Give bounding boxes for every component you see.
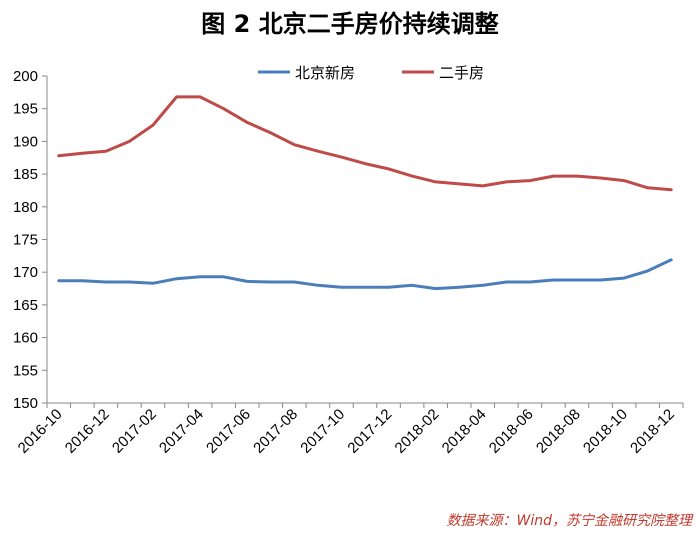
x-tick-label: 2017-06 <box>203 406 254 457</box>
x-tick-label: 2016-10 <box>15 406 66 457</box>
x-tick-label: 2018-04 <box>439 406 490 457</box>
x-axis-ticks: 2016-102016-122017-022017-042017-062017-… <box>15 403 684 457</box>
y-tick-label: 160 <box>13 330 38 347</box>
x-tick-label: 2017-02 <box>109 406 160 457</box>
y-tick-label: 180 <box>13 199 38 216</box>
x-tick-label: 2017-12 <box>344 406 395 457</box>
x-tick-label: 2018-10 <box>580 406 631 457</box>
y-tick-label: 170 <box>13 264 38 281</box>
x-tick-label: 2017-08 <box>250 406 301 457</box>
y-tick-label: 155 <box>13 362 38 379</box>
x-tick-label: 2017-04 <box>156 406 207 457</box>
x-tick-label: 2017-10 <box>297 406 348 457</box>
legend-label-2: 二手房 <box>439 64 484 82</box>
y-tick-label: 190 <box>13 133 38 150</box>
x-tick-label: 2018-06 <box>486 406 537 457</box>
source-note: 数据来源：Wind，苏宁金融研究院整理 <box>446 513 693 529</box>
x-tick-label: 2018-02 <box>392 406 443 457</box>
series-line-2 <box>57 95 673 192</box>
x-tick-label: 2016-12 <box>62 406 113 457</box>
y-tick-label: 200 <box>13 68 38 85</box>
chart-title: 图 2 北京二手房价持续调整 <box>201 10 499 38</box>
x-tick-label: 2018-12 <box>627 406 678 457</box>
y-axis-ticks: 150 155 160 165 170 175 180 185 190 195 200 <box>13 68 47 412</box>
x-tick-label: 2018-08 <box>533 406 584 457</box>
series-lines <box>57 95 673 291</box>
y-tick-label: 175 <box>13 232 38 249</box>
y-tick-label: 150 <box>13 395 38 412</box>
y-tick-label: 185 <box>13 166 38 183</box>
series-line-1 <box>57 258 673 291</box>
axes <box>46 76 683 404</box>
legend-label-1: 北京新房 <box>295 64 355 82</box>
y-tick-label: 195 <box>13 101 38 118</box>
y-tick-label: 165 <box>13 297 38 314</box>
legend: 北京新房 二手房 <box>258 64 484 82</box>
